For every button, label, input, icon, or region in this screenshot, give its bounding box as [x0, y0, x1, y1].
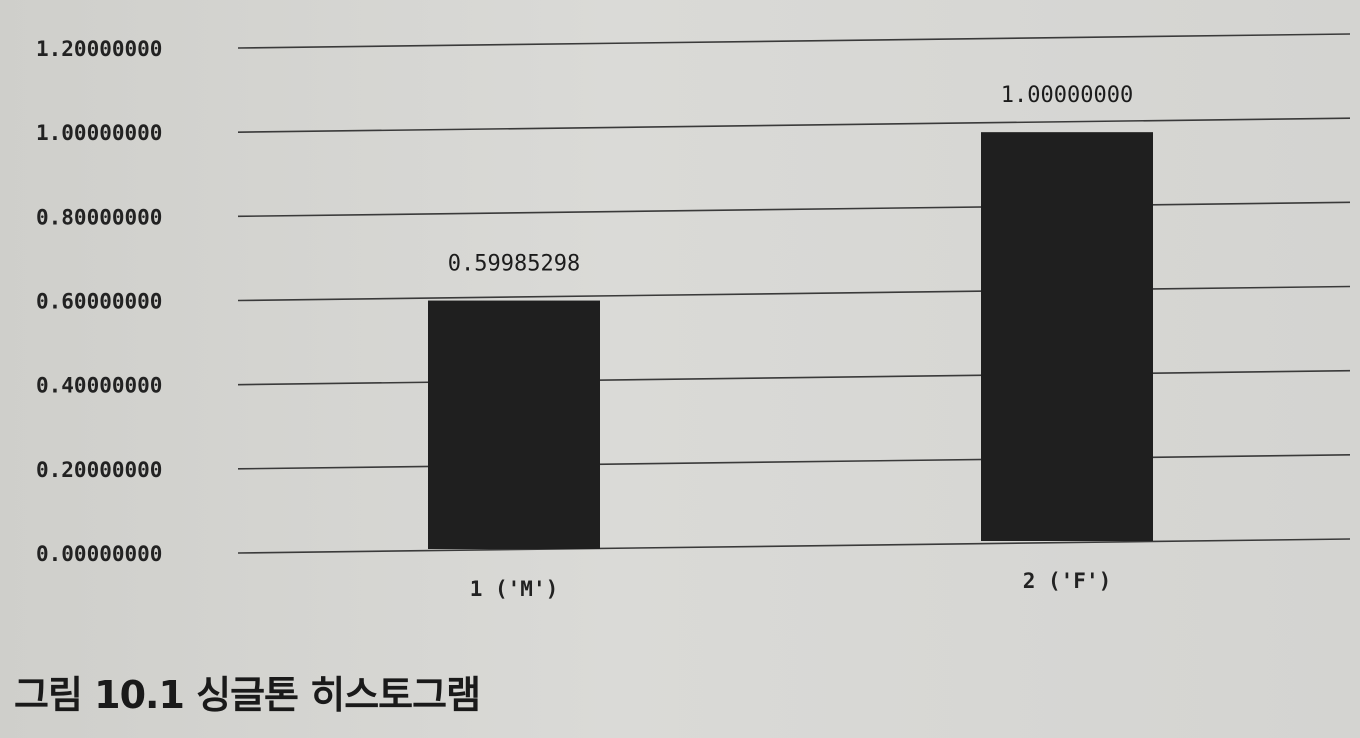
histogram-chart: 0.00000000 0.20000000 0.40000000 0.60000000… [36, 33, 1351, 601]
gridline [237, 454, 1351, 470]
x-axis-tick-labels: 1 ('M') 2 ('F') [470, 569, 1112, 601]
bars [428, 132, 1153, 549]
gridline [237, 117, 1351, 133]
bar-value-label: 0.59985298 [448, 252, 580, 277]
gridline [237, 285, 1351, 302]
y-tick-label: 0.80000000 [36, 205, 162, 229]
x-tick-label: 1 ('M') [470, 577, 559, 601]
gridline [237, 33, 1351, 49]
y-axis-tick-labels: 0.00000000 0.20000000 0.40000000 0.60000000… [36, 37, 162, 566]
figure-caption: 그림 10.1 싱글톤 히스토그램 [14, 673, 481, 717]
x-tick-label: 2 ('F') [1023, 569, 1112, 593]
bar [981, 132, 1153, 541]
gridline [237, 369, 1351, 386]
y-tick-label: 1.00000000 [36, 121, 162, 145]
bar-value-label: 1.00000000 [1001, 83, 1133, 108]
y-tick-label: 0.40000000 [36, 374, 162, 398]
grid-lines [237, 33, 1351, 554]
y-tick-label: 1.20000000 [36, 37, 162, 61]
y-tick-label: 0.60000000 [36, 290, 162, 314]
gridline [237, 538, 1351, 554]
data-labels: 0.59985298 1.00000000 [448, 83, 1133, 276]
gridline [237, 201, 1351, 218]
bar [428, 300, 600, 549]
y-tick-label: 0.20000000 [36, 458, 162, 482]
y-tick-label: 0.00000000 [36, 542, 162, 566]
